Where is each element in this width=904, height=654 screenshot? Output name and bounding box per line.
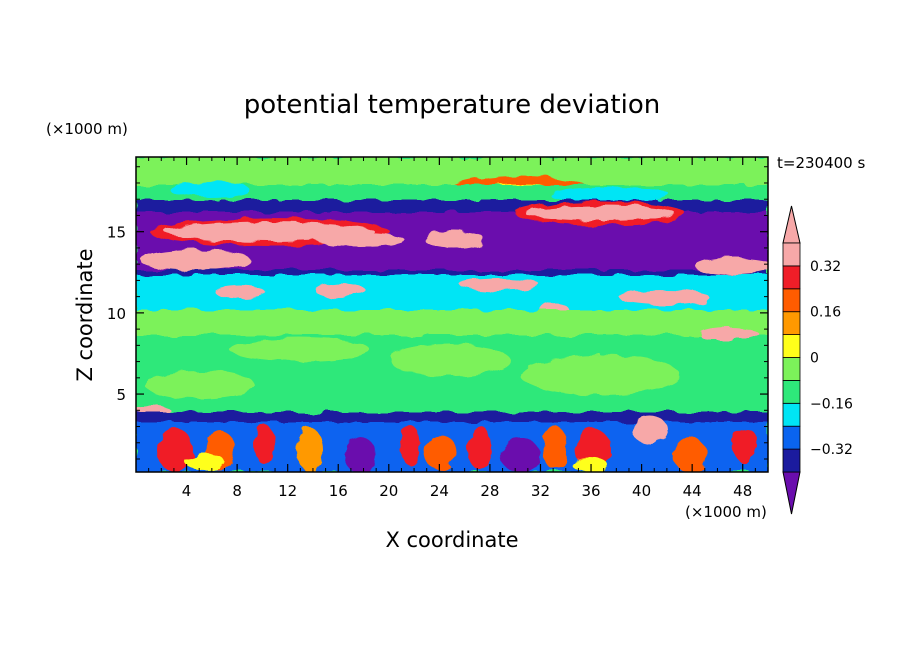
x-tick-label: 4 [182, 482, 192, 500]
colorbar-band [782, 448, 801, 473]
x-tick-label: 24 [430, 482, 449, 500]
x-axis-ticks: 4 8 12 16 20 24 28 32 36 40 44 48 [148, 157, 756, 500]
y-unit-label: (×1000 m) [46, 120, 128, 138]
colorbar-band [782, 311, 801, 336]
x-tick-label: 48 [733, 482, 752, 500]
x-tick-label: 12 [278, 482, 297, 500]
colorbar-label: 0.32 [810, 259, 841, 275]
colorbar-band [782, 425, 801, 450]
colorbar: 0.32 0.16 0 −0.16 −0.32 [782, 205, 853, 515]
colorbar-arrow-top [782, 205, 801, 244]
colorbar-band [782, 242, 801, 267]
chart-title: potential temperature deviation [244, 90, 660, 120]
contour-field [136, 157, 768, 472]
colorbar-band [782, 402, 801, 427]
x-tick-label: 16 [329, 482, 348, 500]
colorbar-label: −0.32 [810, 442, 853, 458]
colorbar-label: 0 [810, 351, 819, 367]
x-tick-label: 36 [581, 482, 600, 500]
x-tick-label: 20 [379, 482, 398, 500]
x-tick-label: 32 [531, 482, 550, 500]
x-tick-label: 8 [232, 482, 242, 500]
y-tick-label: 5 [116, 386, 126, 404]
colorbar-band [782, 357, 801, 381]
x-axis-label: X coordinate [385, 528, 518, 552]
y-tick-label: 15 [107, 224, 126, 242]
y-axis-ticks: 5 10 15 [107, 166, 768, 460]
colorbar-arrow-bottom [782, 471, 801, 515]
x-tick-label: 40 [632, 482, 651, 500]
colorbar-label: −0.16 [810, 396, 853, 412]
y-tick-label: 10 [107, 305, 126, 323]
colorbar-band [782, 288, 801, 313]
colorbar-band [782, 265, 801, 290]
x-unit-label: (×1000 m) [685, 503, 767, 521]
time-label: t=230400 s [777, 154, 865, 172]
colorbar-band [782, 379, 801, 404]
colorbar-band [782, 334, 801, 358]
y-axis-label: Z coordinate [73, 248, 97, 381]
colorbar-label: 0.16 [810, 305, 841, 321]
x-tick-label: 28 [480, 482, 499, 500]
x-tick-label: 44 [683, 482, 702, 500]
